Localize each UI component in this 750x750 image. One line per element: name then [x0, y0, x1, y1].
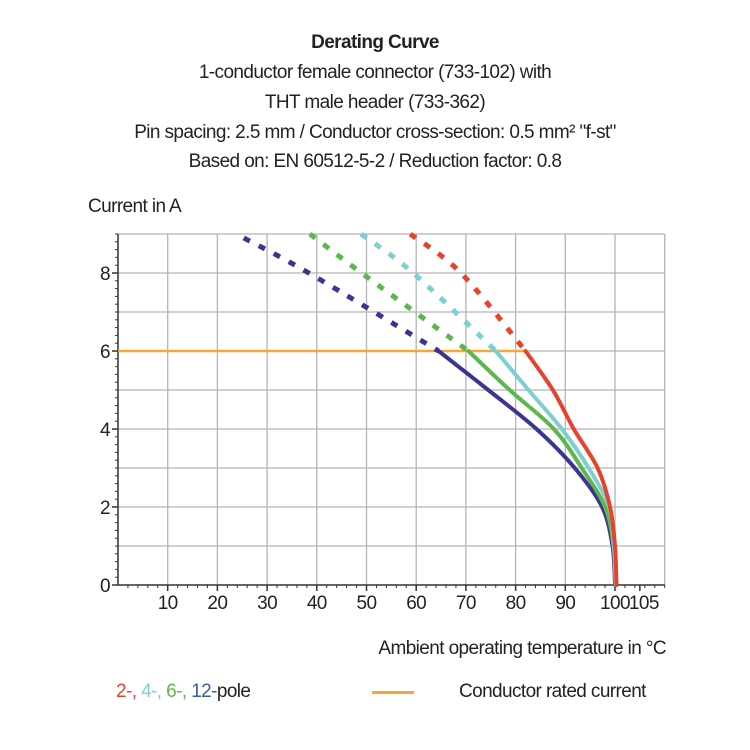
- legend-item-12-pole: 12-: [191, 681, 217, 702]
- series-dashed-12-pole: [242, 235, 440, 354]
- y-tick-label: 6: [100, 342, 110, 363]
- legend-item-4-pole: 4-,: [141, 681, 162, 702]
- series-dashed-4-pole: [359, 231, 498, 353]
- legend-item-2-pole: 2-,: [116, 681, 137, 702]
- x-tick-label: 30: [257, 593, 277, 614]
- chart-title: Derating Curve: [311, 32, 439, 53]
- chart-subtitle-line: Pin spacing: 2.5 mm / Conductor cross-se…: [134, 122, 616, 143]
- x-tick-label: 20: [207, 593, 227, 614]
- x-tick-label: 50: [357, 593, 377, 614]
- legend-poles: 2-, 4-, 6-, 12-pole: [116, 681, 251, 703]
- y-axis-label: Current in A: [88, 196, 182, 217]
- x-tick-label: 40: [307, 593, 327, 614]
- y-tick-label: 4: [100, 420, 111, 441]
- x-tick-label: 60: [406, 593, 426, 614]
- y-tick-label: 8: [100, 264, 110, 285]
- series-line-2-pole: [523, 349, 619, 587]
- x-tick-label: 80: [506, 593, 526, 614]
- legend-pole-suffix: pole: [216, 681, 251, 702]
- legend-rated-current-swatch: [372, 691, 414, 694]
- series-dashed-2-pole: [408, 231, 528, 353]
- x-tick-label: 100: [600, 593, 630, 614]
- x-axis-label: Ambient operating temperature in °C: [378, 638, 666, 659]
- y-tick-label: 0: [100, 576, 110, 597]
- y-tick-label: 2: [100, 498, 110, 519]
- chart-subtitle-line: THT male header (733-362): [264, 92, 486, 113]
- x-tick-label: 70: [456, 593, 476, 614]
- legend-rated-current: Conductor rated current: [459, 681, 646, 702]
- chart-subtitle-line: 1-conductor female connector (733-102) w…: [198, 62, 552, 83]
- chart-subtitle-line: Based on: EN 60512-5-2 / Reduction facto…: [188, 151, 562, 172]
- series-dashed-6-pole: [308, 232, 470, 354]
- x-tick-label: 105: [629, 593, 659, 614]
- x-tick-label: 10: [158, 593, 178, 614]
- legend-item-6-pole: 6-,: [166, 681, 187, 702]
- x-tick-label: 90: [555, 593, 575, 614]
